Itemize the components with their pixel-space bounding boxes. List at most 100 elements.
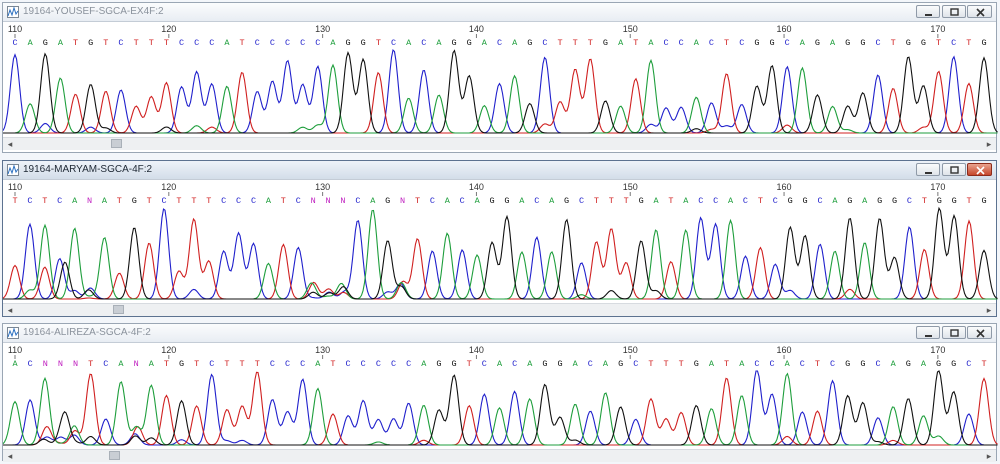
scroll-left-icon[interactable]: ◂ bbox=[7, 305, 13, 315]
base-call: C bbox=[103, 359, 108, 369]
base-call: G bbox=[803, 196, 808, 206]
base-call: G bbox=[906, 359, 911, 369]
maximize-button[interactable] bbox=[942, 163, 966, 176]
ruler-tick-label: 160 bbox=[777, 345, 792, 355]
ruler-tick-label: 170 bbox=[930, 182, 945, 192]
trace-a bbox=[3, 372, 998, 446]
base-call: T bbox=[164, 38, 169, 48]
base-call: N bbox=[134, 359, 139, 369]
scroll-left-icon[interactable]: ◂ bbox=[7, 139, 13, 149]
ruler-tick: 130 bbox=[315, 24, 330, 38]
trace-g bbox=[3, 370, 998, 446]
scroll-thumb[interactable] bbox=[109, 451, 120, 460]
ruler-tick: 110 bbox=[8, 24, 22, 38]
ruler-tick-label: 130 bbox=[315, 24, 330, 34]
base-call: G bbox=[179, 359, 184, 369]
horizontal-scrollbar[interactable]: ◂ ▸ bbox=[3, 137, 996, 150]
base-call: A bbox=[315, 359, 321, 369]
base-call: A bbox=[58, 38, 64, 48]
base-call: A bbox=[862, 196, 868, 206]
ruler-tick-label: 120 bbox=[161, 24, 176, 34]
chromatogram-window[interactable]: 19164-MARYAM-SGCA-4F:2 110 120 130 140 150 160… bbox=[2, 160, 998, 317]
base-call: G bbox=[847, 196, 852, 206]
maximize-button[interactable] bbox=[942, 5, 966, 18]
base-call: G bbox=[845, 38, 850, 48]
base-call: G bbox=[951, 359, 956, 369]
maximize-button[interactable] bbox=[942, 326, 966, 339]
close-icon bbox=[976, 8, 985, 17]
base-call: A bbox=[28, 38, 34, 48]
scroll-thumb[interactable] bbox=[111, 139, 122, 148]
base-call: C bbox=[346, 359, 351, 369]
base-call: G bbox=[618, 359, 623, 369]
base-call: A bbox=[832, 196, 838, 206]
ruler-tick: 120 bbox=[161, 182, 176, 196]
trace-c bbox=[3, 49, 998, 134]
base-call: T bbox=[240, 38, 245, 48]
horizontal-scrollbar[interactable]: ◂ ▸ bbox=[3, 449, 996, 462]
scroll-left-icon[interactable]: ◂ bbox=[7, 451, 13, 461]
base-call: T bbox=[73, 38, 78, 48]
base-call: T bbox=[967, 196, 972, 206]
ruler-tick: 140 bbox=[469, 345, 484, 359]
base-call: A bbox=[224, 38, 230, 48]
base-call: C bbox=[221, 196, 226, 206]
close-button[interactable] bbox=[967, 163, 992, 176]
base-call: C bbox=[951, 38, 956, 48]
window-titlebar[interactable]: 19164-YOUSEF-SGCA-EX4F:2 bbox=[3, 3, 996, 22]
base-call: T bbox=[966, 38, 971, 48]
base-call: T bbox=[281, 196, 286, 206]
ruler-tick-label: 110 bbox=[8, 345, 22, 355]
base-call: G bbox=[769, 38, 774, 48]
base-call: C bbox=[315, 38, 320, 48]
base-call: C bbox=[754, 359, 759, 369]
base-call: C bbox=[361, 359, 366, 369]
window-titlebar[interactable]: 19164-MARYAM-SGCA-4F:2 bbox=[3, 161, 996, 180]
base-call: C bbox=[679, 38, 684, 48]
base-call: C bbox=[698, 196, 703, 206]
window-titlebar[interactable]: 19164-ALIREZA-SGCA-4F:2 bbox=[3, 324, 996, 343]
base-call: G bbox=[558, 359, 563, 369]
base-call: C bbox=[255, 38, 260, 48]
base-call: C bbox=[57, 196, 62, 206]
ruler-tick-label: 150 bbox=[623, 24, 638, 34]
ruler-tick: 120 bbox=[161, 24, 176, 38]
base-call: G bbox=[754, 38, 759, 48]
base-call: C bbox=[739, 38, 744, 48]
minimize-button[interactable] bbox=[916, 326, 940, 339]
ruler-tick-label: 150 bbox=[623, 182, 638, 192]
close-button[interactable] bbox=[967, 5, 992, 18]
base-call: T bbox=[12, 196, 17, 206]
chromatogram-window[interactable]: 19164-ALIREZA-SGCA-4F:2 110 120 130 140 150 16… bbox=[2, 323, 998, 462]
base-call: A bbox=[830, 38, 836, 48]
base-call: A bbox=[118, 359, 124, 369]
base-call: A bbox=[497, 359, 503, 369]
close-icon bbox=[976, 329, 985, 338]
scroll-thumb[interactable] bbox=[113, 305, 124, 314]
base-call: C bbox=[12, 38, 17, 48]
scroll-right-icon[interactable]: ▸ bbox=[986, 451, 992, 461]
ruler-tick: 160 bbox=[777, 24, 792, 38]
base-call: T bbox=[724, 359, 729, 369]
minimize-button[interactable] bbox=[916, 5, 940, 18]
base-call: C bbox=[588, 359, 593, 369]
scroll-right-icon[interactable]: ▸ bbox=[986, 305, 992, 315]
base-call: G bbox=[542, 359, 547, 369]
base-call: N bbox=[326, 196, 331, 206]
base-call: N bbox=[43, 359, 48, 369]
base-call: C bbox=[512, 359, 517, 369]
horizontal-scrollbar[interactable]: ◂ ▸ bbox=[3, 303, 996, 316]
base-call: A bbox=[648, 38, 654, 48]
minimize-icon bbox=[925, 14, 932, 16]
base-call: T bbox=[88, 359, 93, 369]
base-call: C bbox=[28, 359, 33, 369]
scroll-right-icon[interactable]: ▸ bbox=[986, 139, 992, 149]
minimize-button[interactable] bbox=[916, 163, 940, 176]
base-call: G bbox=[346, 38, 351, 48]
chromatogram-window[interactable]: 19164-YOUSEF-SGCA-EX4F:2 110 120 130 140 150 1… bbox=[2, 2, 998, 153]
close-button[interactable] bbox=[967, 326, 992, 339]
ruler-tick-label: 110 bbox=[8, 24, 22, 34]
